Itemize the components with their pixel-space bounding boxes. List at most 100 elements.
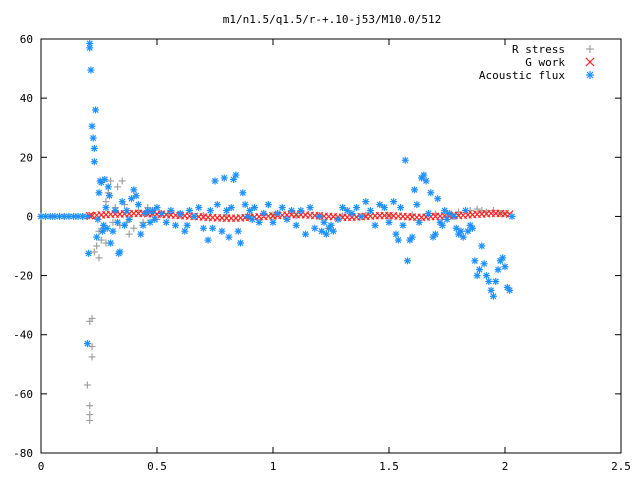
data-point	[292, 212, 300, 220]
data-point	[348, 209, 356, 217]
data-point	[37, 212, 45, 220]
data-point	[153, 204, 161, 212]
data-point	[445, 209, 453, 217]
data-point	[499, 254, 507, 262]
data-point	[151, 215, 159, 223]
data-point	[132, 192, 140, 200]
data-point	[116, 248, 124, 256]
y-tick-label: -20	[13, 270, 33, 283]
legend-label: R stress	[512, 43, 565, 56]
data-point	[146, 218, 154, 226]
data-point	[114, 218, 122, 226]
data-point	[586, 45, 594, 53]
data-point	[90, 248, 98, 256]
data-point	[88, 122, 96, 130]
data-point	[237, 239, 245, 247]
data-point	[452, 224, 460, 232]
data-point	[260, 209, 268, 217]
y-tick-label: -60	[13, 388, 33, 401]
x-tick-label: 1.5	[379, 460, 399, 473]
data-point	[206, 207, 214, 215]
data-point	[283, 215, 291, 223]
data-point	[90, 144, 98, 152]
data-point	[98, 227, 106, 235]
data-point	[385, 218, 393, 226]
data-point	[475, 266, 483, 274]
data-point	[109, 227, 117, 235]
data-point	[401, 156, 409, 164]
data-point	[431, 230, 439, 238]
data-point	[95, 254, 103, 262]
legend-label: G work	[525, 56, 565, 69]
data-point	[334, 215, 342, 223]
data-point	[288, 207, 296, 215]
data-point	[255, 218, 263, 226]
data-point	[121, 221, 129, 229]
data-point	[422, 177, 430, 185]
data-point	[232, 171, 240, 179]
data-point	[95, 189, 103, 197]
data-point	[101, 175, 109, 183]
data-point	[89, 134, 97, 142]
data-points	[37, 39, 516, 424]
data-point	[88, 314, 96, 322]
data-point	[473, 272, 481, 280]
data-point	[102, 198, 110, 206]
data-point	[181, 227, 189, 235]
data-point	[420, 171, 428, 179]
x-tick-label: 2.5	[611, 460, 631, 473]
data-point	[125, 230, 133, 238]
data-point	[90, 158, 98, 166]
data-point	[457, 227, 465, 235]
y-tick-label: 60	[20, 33, 33, 46]
data-point	[246, 207, 254, 215]
data-point	[586, 71, 594, 79]
tick-labels: 0 0.5 1 1.5 2 2.5 60 40 20 0 -20 -40 -60 -80	[13, 33, 631, 473]
data-point	[211, 177, 219, 185]
data-point	[218, 227, 226, 235]
data-point	[123, 207, 131, 215]
data-point	[478, 242, 486, 250]
data-point	[86, 402, 94, 410]
data-point	[51, 212, 59, 220]
data-point	[125, 215, 133, 223]
data-point	[489, 292, 497, 300]
data-point	[322, 230, 330, 238]
data-point	[480, 260, 488, 268]
data-point	[104, 183, 112, 191]
data-point	[329, 227, 337, 235]
data-point	[471, 257, 479, 265]
data-point	[94, 215, 102, 223]
data-point	[492, 277, 500, 285]
data-point	[134, 201, 142, 209]
data-point	[464, 227, 472, 235]
data-point	[137, 230, 145, 238]
data-point	[97, 178, 105, 186]
data-point	[397, 204, 405, 212]
data-point	[83, 340, 91, 348]
data-point	[111, 207, 119, 215]
data-point	[415, 218, 423, 226]
axes	[40, 38, 622, 454]
data-point	[390, 198, 398, 206]
data-point	[167, 207, 175, 215]
data-point	[92, 106, 100, 114]
data-point	[404, 257, 412, 265]
data-point	[278, 204, 286, 212]
data-point	[485, 277, 493, 285]
data-point	[315, 212, 323, 220]
data-point	[183, 221, 191, 229]
data-point	[508, 212, 516, 220]
data-point	[408, 233, 416, 241]
x-tick-label: 0	[38, 460, 45, 473]
data-point	[424, 209, 432, 217]
plot-frame	[40, 38, 622, 454]
data-point	[130, 186, 138, 194]
y-tick-label: -80	[13, 447, 33, 460]
x-tick-label: 2	[502, 460, 509, 473]
y-tick-label: 0	[26, 210, 33, 223]
data-point	[46, 212, 54, 220]
data-point	[130, 224, 138, 232]
data-point	[371, 221, 379, 229]
y-tick-label: -40	[13, 329, 33, 342]
